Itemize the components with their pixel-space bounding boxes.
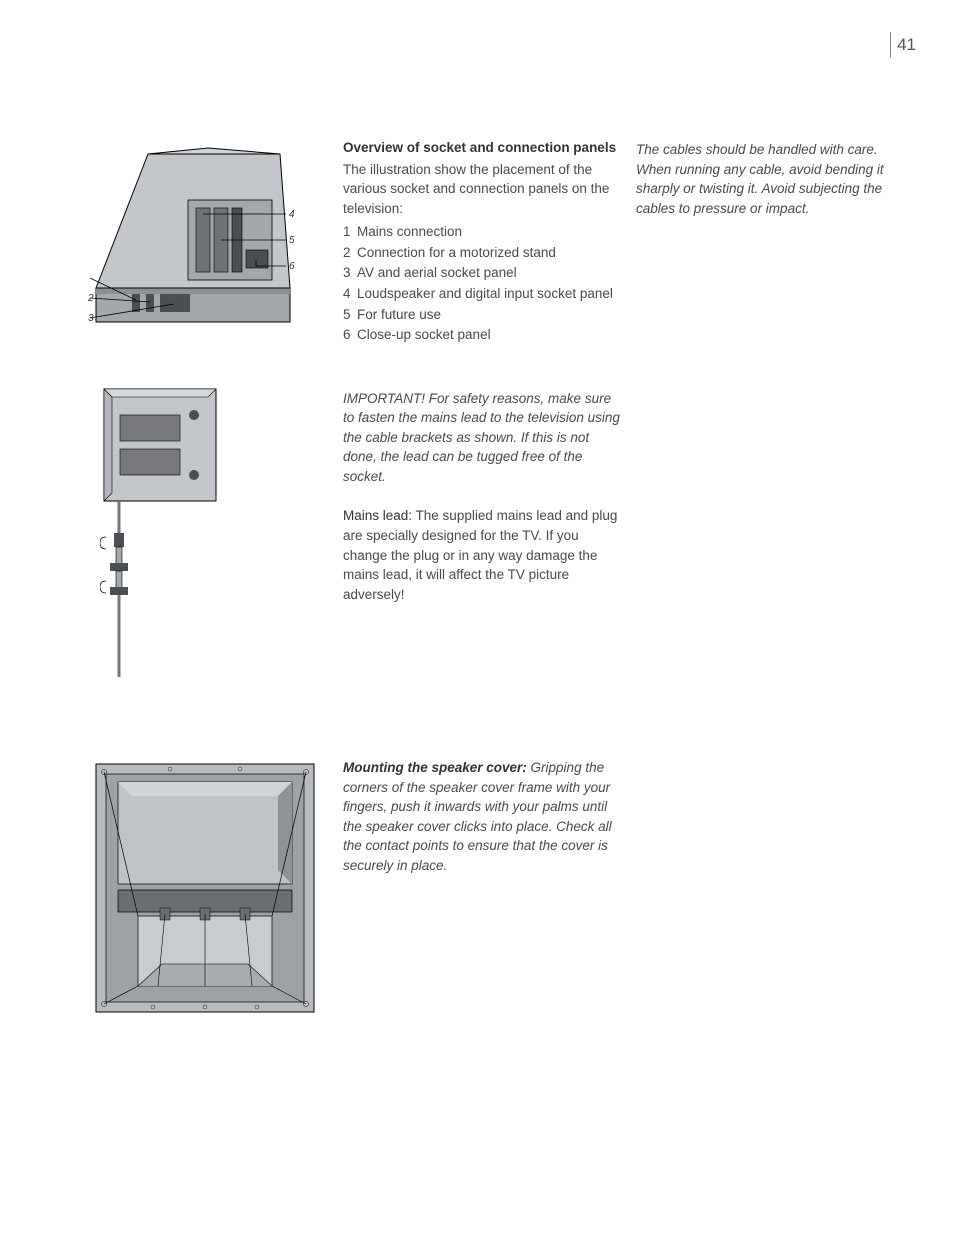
important-note: IMPORTANT! For safety reasons, make sure… bbox=[343, 389, 623, 487]
list-item-text: Close-up socket panel bbox=[357, 325, 491, 345]
list-item-number: 5 bbox=[343, 305, 357, 325]
section-heading: Overview of socket and connection panels bbox=[343, 138, 623, 158]
page-number-text: 41 bbox=[897, 35, 916, 55]
mains-label: Mains lead: bbox=[343, 508, 416, 523]
figure-cable-bracket bbox=[100, 385, 220, 677]
intro-text: The illustration show the placement of t… bbox=[343, 160, 623, 219]
side-note: The cables should be handled with care. … bbox=[636, 140, 916, 218]
list-item-text: Connection for a motorized stand bbox=[357, 243, 556, 263]
page-number: 41 bbox=[890, 32, 916, 58]
list-item-text: Loudspeaker and digital input socket pan… bbox=[357, 284, 613, 304]
svg-text:5: 5 bbox=[289, 235, 295, 246]
list-item-number: 4 bbox=[343, 284, 357, 304]
mounting-label: Mounting the speaker cover: bbox=[343, 760, 531, 775]
svg-text:3: 3 bbox=[88, 313, 94, 324]
mounting-text: Gripping the corners of the speaker cove… bbox=[343, 760, 612, 873]
list-item: 6Close-up socket panel bbox=[343, 325, 623, 345]
list-item-number: 1 bbox=[343, 222, 357, 242]
list-item-number: 2 bbox=[343, 243, 357, 263]
list-item: 2Connection for a motorized stand bbox=[343, 243, 623, 263]
main-column: Overview of socket and connection panels… bbox=[343, 138, 623, 604]
list-item: 5For future use bbox=[343, 305, 623, 325]
connection-list: 1Mains connection2Connection for a motor… bbox=[343, 222, 623, 344]
svg-text:6: 6 bbox=[289, 261, 295, 272]
svg-text:2: 2 bbox=[88, 293, 94, 304]
figure-speaker-cover bbox=[90, 758, 320, 1018]
list-item-number: 3 bbox=[343, 263, 357, 283]
list-item-text: Mains connection bbox=[357, 222, 462, 242]
list-item: 3AV and aerial socket panel bbox=[343, 263, 623, 283]
svg-text:4: 4 bbox=[289, 209, 295, 220]
mounting-paragraph: Mounting the speaker cover: Gripping the… bbox=[343, 758, 623, 875]
list-item: 1Mains connection bbox=[343, 222, 623, 242]
list-item-text: AV and aerial socket panel bbox=[357, 263, 517, 283]
mains-paragraph: Mains lead: The supplied mains lead and … bbox=[343, 506, 623, 604]
list-item-number: 6 bbox=[343, 325, 357, 345]
figure-socket-overview: 1 2 3 4 5 6 bbox=[88, 140, 298, 340]
list-item: 4Loudspeaker and digital input socket pa… bbox=[343, 284, 623, 304]
list-item-text: For future use bbox=[357, 305, 441, 325]
